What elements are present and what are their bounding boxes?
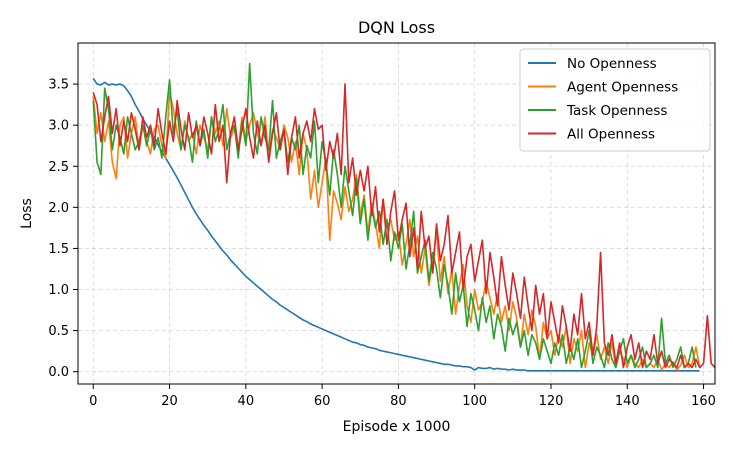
x-tick-label: 100 <box>462 394 487 409</box>
grid-layer <box>78 43 715 384</box>
x-tick-label: 80 <box>390 394 407 409</box>
x-tick-label: 60 <box>314 394 331 409</box>
legend: No Openness Agent Openness Task Openness Al… <box>519 48 711 152</box>
x-tick-label: 20 <box>161 394 178 409</box>
x-tick-label: 0 <box>89 394 97 409</box>
x-tick-label: 120 <box>539 394 564 409</box>
y-tick-label: 2.5 <box>48 160 69 175</box>
legend-label-all-openness: All Openness <box>567 127 655 143</box>
x-tick-label: 40 <box>238 394 255 409</box>
y-tick-label: 0.0 <box>48 365 69 380</box>
series-line-no-openness <box>92 77 700 372</box>
legend-box <box>519 48 711 152</box>
plot-frame <box>77 42 716 385</box>
x-axis-title: Episode x 1000 <box>343 419 451 435</box>
x-tick-label: 160 <box>691 394 716 409</box>
x-tick-label: 140 <box>615 394 640 409</box>
y-tick-label: 2.0 <box>48 201 69 216</box>
y-tick-label: 0.5 <box>48 324 69 339</box>
y-axis-title: Loss <box>19 198 35 229</box>
legend-label-no-openness: No Openness <box>567 56 657 72</box>
series-layer <box>92 62 716 372</box>
chart-title: DQN Loss <box>358 18 435 37</box>
series-line-task-openness <box>92 62 697 369</box>
y-tick-label: 1.5 <box>48 242 69 257</box>
y-tick-label: 1.0 <box>48 283 69 298</box>
series-line-all-openness <box>92 83 716 369</box>
ticks-layer: 0 20 40 60 80 100 120 140 160 0.0 0.5 1.0 1.5 2.0 2.5 3… <box>48 78 716 409</box>
legend-label-task-openness: Task Openness <box>566 103 667 119</box>
y-tick-label: 3.5 <box>48 78 69 93</box>
y-tick-label: 3.0 <box>48 119 69 134</box>
legend-label-agent-openness: Agent Openness <box>567 80 678 96</box>
